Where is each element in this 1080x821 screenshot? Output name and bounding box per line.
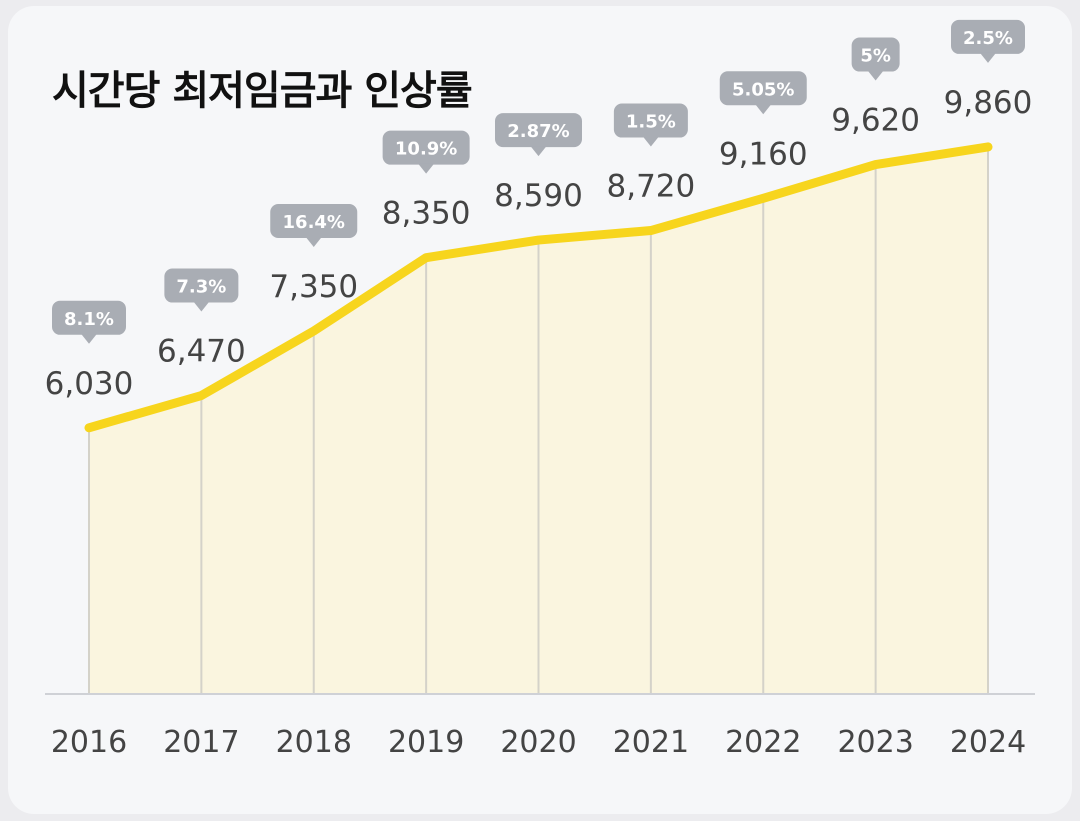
rate-badge-pointer (642, 136, 659, 147)
rate-badge-pointer (81, 333, 97, 344)
value-label: 8,350 (382, 196, 471, 232)
x-tick-label: 2018 (276, 725, 352, 760)
rate-badge (951, 19, 1025, 54)
x-tick-label: 2023 (837, 725, 913, 760)
rate-badge (719, 71, 807, 106)
rate-label: 16.4% (283, 212, 345, 233)
x-tick-label: 2024 (950, 725, 1026, 760)
rate-badge-pointer (867, 70, 884, 81)
rate-label: 10.9% (395, 139, 457, 160)
value-label: 8,590 (494, 178, 583, 214)
x-tick-label: 2022 (725, 725, 801, 760)
rate-badge-pointer (418, 163, 435, 174)
rate-badge (270, 204, 358, 238)
x-tick-label: 2020 (500, 725, 576, 760)
rate-badge (851, 37, 900, 72)
rate-badge (495, 113, 582, 148)
value-label: 6,030 (45, 366, 134, 402)
x-tick-label: 2019 (388, 725, 464, 760)
rate-badge-pointer (530, 146, 547, 157)
value-label: 6,470 (157, 334, 246, 370)
rate-label: 5.05% (732, 79, 794, 100)
rate-badge (382, 130, 470, 165)
x-tick-label: 2016 (51, 725, 127, 760)
value-label: 7,350 (269, 269, 358, 305)
rate-badge (613, 103, 688, 138)
chart-title: 시간당 최저임금과 인상률 (52, 68, 473, 114)
rate-label: 1.5% (626, 112, 676, 133)
rate-label: 7.3% (176, 277, 226, 298)
value-label: 9,160 (719, 136, 808, 172)
rate-badge (52, 300, 126, 335)
rate-badge-pointer (755, 104, 772, 115)
rate-badge (164, 268, 239, 303)
rate-badge-pointer (193, 301, 210, 312)
rate-label: 5% (860, 46, 891, 67)
rate-label: 2.5% (963, 28, 1013, 49)
rate-badge-pointer (305, 237, 322, 247)
rate-label: 2.87% (507, 121, 569, 142)
rate-label: 8.1% (64, 309, 114, 330)
x-tick-label: 2021 (613, 725, 689, 760)
value-label: 8,720 (607, 169, 696, 205)
value-label: 9,620 (831, 103, 920, 139)
x-tick-label: 2017 (163, 725, 239, 760)
rate-badge-pointer (980, 52, 996, 63)
series-line (84, 142, 993, 433)
value-label: 9,860 (944, 85, 1033, 121)
